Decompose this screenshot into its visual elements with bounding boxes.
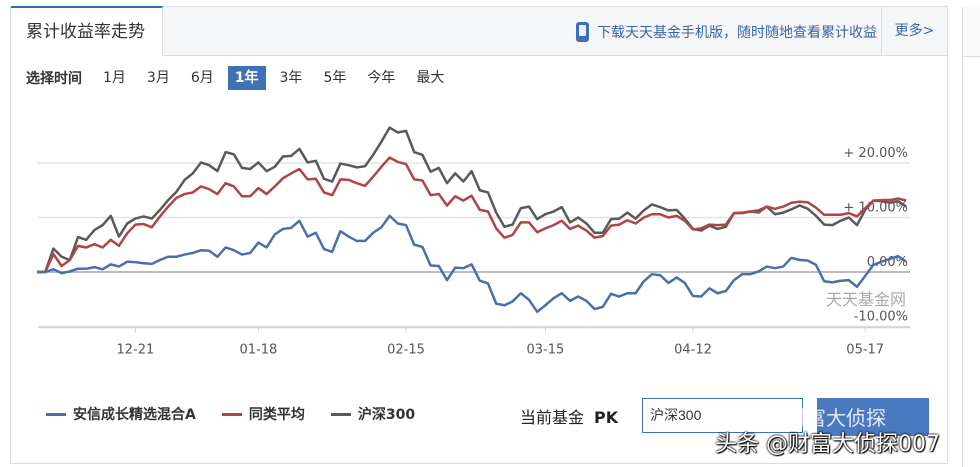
chart-watermark: 天天基金网: [826, 290, 906, 309]
series-line-1: [37, 156, 907, 274]
watermark-overlay: 财富大侦探: [786, 406, 886, 430]
time-option[interactable]: 今年: [367, 70, 396, 86]
x-tick-label: 12-21: [117, 343, 155, 358]
time-option[interactable]: 6月: [190, 70, 214, 86]
time-option[interactable]: 5年: [323, 70, 347, 86]
legend-item-peer[interactable]: 同类平均: [221, 404, 305, 424]
app-download-link[interactable]: 下载天天基金手机版，随时随地查看累计收益: [576, 7, 877, 56]
legend-label: 沪深300: [357, 407, 416, 423]
x-tick-label: 01-18: [240, 343, 278, 358]
time-option[interactable]: 1月: [103, 70, 126, 86]
legend-item-index[interactable]: 沪深300: [330, 404, 416, 424]
pk-compare-input[interactable]: 沪深300: [642, 398, 803, 433]
y-tick-label: + 10.00%: [843, 201, 908, 216]
pk-label: 当前基金 PK: [520, 404, 618, 428]
time-option[interactable]: 3月: [146, 70, 170, 86]
pk-text: PK: [594, 408, 619, 427]
x-tick-label: 03-15: [527, 343, 565, 358]
x-tick-label: 04-12: [674, 343, 712, 358]
time-option[interactable]: 1年: [227, 66, 266, 90]
time-option[interactable]: 最大: [416, 70, 445, 86]
panel-header: 累计收益率走势 下载天天基金手机版，随时随地查看累计收益 更多>: [11, 6, 947, 57]
legend-label: 安信成长精选混合A: [73, 407, 196, 423]
time-range-label: 选择时间: [26, 71, 82, 87]
promo-text: 下载天天基金手机版，随时随地查看累计收益: [597, 24, 877, 41]
legend-swatch: [221, 412, 242, 416]
series-line-0: [37, 214, 907, 314]
y-tick-label: -10.00%: [854, 310, 908, 325]
watermark-caption: 头条 @财富大侦探007: [715, 432, 940, 457]
phone-download-icon: [576, 21, 589, 42]
legend-swatch: [330, 412, 351, 416]
cumulative-return-panel: 累计收益率走势 下载天天基金手机版，随时随地查看累计收益 更多>: [10, 6, 948, 464]
tab-cumulative-return[interactable]: 累计收益率走势: [11, 6, 163, 57]
legend-swatch: [46, 412, 66, 416]
y-tick-label: 0.00%: [867, 255, 908, 270]
time-range-selector: 选择时间 1月 3月 6月 1年 3年 5年 今年 最大: [26, 66, 458, 90]
y-tick-label: + 20.00%: [843, 146, 908, 161]
more-link[interactable]: 更多>: [881, 7, 947, 56]
legend-label: 同类平均: [248, 407, 305, 423]
chart-legend: 安信成长精选混合A 同类平均 沪深300: [46, 404, 441, 424]
legend-item-fund[interactable]: 安信成长精选混合A: [46, 404, 196, 424]
current-fund-label: 当前基金: [520, 408, 585, 427]
series-line-2: [37, 126, 907, 274]
x-tick-label: 02-15: [387, 343, 425, 358]
pk-compare-button[interactable]: [817, 398, 929, 436]
right-sidebar: [962, 7, 980, 467]
x-tick-label: 05-17: [846, 343, 884, 358]
time-option[interactable]: 3年: [279, 70, 303, 86]
